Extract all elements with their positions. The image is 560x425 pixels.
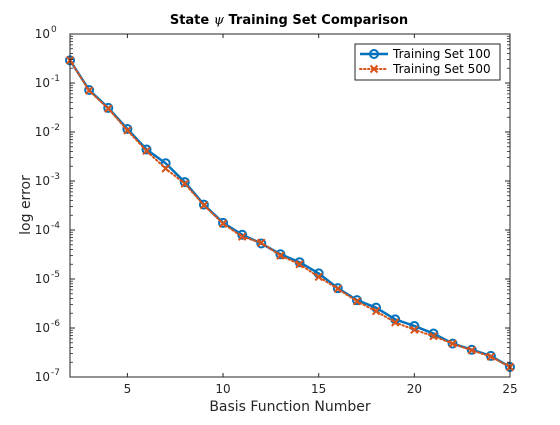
y-tick-label: 10 bbox=[35, 76, 50, 90]
legend-marker bbox=[369, 49, 379, 59]
data-point-x bbox=[84, 86, 94, 95]
data-point-x bbox=[333, 284, 343, 294]
chart-title-suffix: Training Set Comparison bbox=[224, 13, 408, 28]
y-tick-label: 10 bbox=[35, 27, 50, 41]
chart-title-prefix: State bbox=[170, 13, 214, 28]
y-tick-exponent: -5 bbox=[51, 270, 60, 280]
data-point-x bbox=[410, 325, 419, 334]
y-tick-exponent: -1 bbox=[51, 74, 60, 84]
y-tick-label: 10 bbox=[35, 125, 50, 139]
plot-layer bbox=[65, 55, 515, 372]
y-tick-exponent: -6 bbox=[51, 319, 60, 329]
y-tick-base: 10 bbox=[35, 321, 50, 335]
x-tick-label: 15 bbox=[311, 382, 326, 396]
x-axis-label: Basis Function Number bbox=[209, 399, 371, 415]
data-point-x bbox=[218, 219, 228, 228]
y-tick-base: 10 bbox=[35, 125, 50, 139]
data-point-x bbox=[352, 297, 362, 306]
psi-symbol: ψ bbox=[214, 13, 225, 28]
data-point-x bbox=[429, 331, 438, 341]
data-point-x bbox=[486, 352, 496, 361]
y-tick-base: 10 bbox=[35, 370, 50, 384]
data-point-circle bbox=[447, 338, 458, 349]
y-tick-exponent: -3 bbox=[51, 172, 60, 182]
legend-marker bbox=[369, 64, 379, 74]
data-point-x bbox=[314, 272, 323, 282]
legend-label: Training Set 500 bbox=[392, 62, 491, 76]
data-point-x bbox=[467, 346, 476, 355]
legend-label: Training Set 100 bbox=[392, 47, 491, 61]
legend-box bbox=[354, 43, 501, 81]
data-point-x bbox=[123, 126, 132, 135]
y-tick-label: 10 bbox=[35, 174, 50, 188]
data-point-circle bbox=[275, 249, 286, 260]
data-point-circle bbox=[256, 238, 267, 249]
y-tick-label: 10 bbox=[35, 370, 50, 384]
data-point-x bbox=[199, 201, 209, 210]
y-tick-base: 10 bbox=[35, 174, 50, 188]
data-point-circle bbox=[198, 199, 209, 210]
y-tick-base: 10 bbox=[35, 76, 50, 90]
data-point-circle bbox=[122, 124, 133, 135]
x-tick-label: 5 bbox=[124, 382, 132, 396]
data-point-x bbox=[257, 238, 266, 247]
data-point-circle bbox=[179, 177, 190, 188]
chart-title: State ψ Training Set Comparison bbox=[170, 13, 408, 28]
x-tick-label: 25 bbox=[502, 382, 517, 396]
data-point-x bbox=[104, 104, 113, 113]
data-point-circle bbox=[84, 84, 95, 95]
y-tick-label: 10 bbox=[35, 272, 50, 286]
y-tick-label: 10 bbox=[35, 223, 50, 237]
series-1 bbox=[65, 55, 515, 372]
data-point-x bbox=[295, 260, 304, 269]
data-point-x bbox=[448, 339, 457, 348]
x-tick-label: 10 bbox=[215, 382, 230, 396]
data-point-circle bbox=[141, 144, 152, 155]
series-2 bbox=[65, 56, 515, 372]
x-tick-label: 20 bbox=[407, 382, 422, 396]
data-point-x bbox=[180, 179, 189, 188]
y-tick-base: 10 bbox=[35, 27, 50, 41]
data-point-circle bbox=[351, 295, 362, 306]
y-tick-base: 10 bbox=[35, 223, 50, 237]
data-point-x bbox=[161, 164, 170, 173]
y-tick-exponent: 0 bbox=[51, 25, 57, 35]
plot-area bbox=[70, 34, 510, 377]
y-tick-base: 10 bbox=[35, 272, 50, 286]
data-point-circle bbox=[103, 102, 114, 113]
y-tick-label: 10 bbox=[35, 321, 50, 335]
data-point-circle bbox=[332, 283, 343, 294]
y-tick-exponent: -2 bbox=[51, 123, 60, 133]
plot-frame bbox=[69, 33, 511, 378]
y-axis-label: log error bbox=[18, 175, 34, 235]
data-point-x bbox=[237, 232, 247, 241]
data-point-x bbox=[371, 307, 381, 316]
data-point-x bbox=[142, 146, 151, 156]
y-tick-exponent: -4 bbox=[51, 221, 60, 231]
y-tick-exponent: -7 bbox=[51, 368, 60, 378]
data-point-circle bbox=[218, 217, 229, 228]
data-point-x bbox=[391, 318, 400, 327]
data-point-x bbox=[276, 251, 285, 260]
